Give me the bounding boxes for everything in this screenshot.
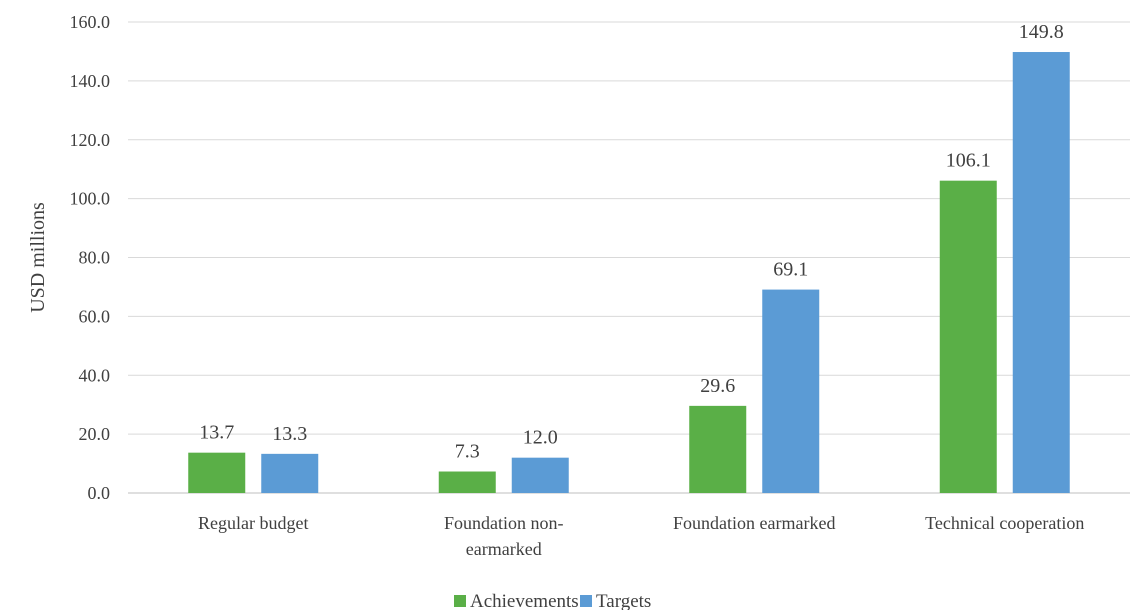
y-tick-label: 80.0	[79, 248, 111, 268]
x-category-label: Regular budget	[198, 513, 308, 533]
legend-swatch-achievements	[454, 595, 466, 607]
x-category-label: Technical cooperation	[925, 513, 1084, 533]
x-category-label: Foundation non-	[444, 513, 564, 533]
bar-achievements	[438, 471, 496, 493]
x-axis-categories: Regular budget Foundation non-earmarked Fo…	[198, 513, 1084, 559]
data-label: 106.1	[946, 150, 991, 172]
y-tick-label: 20.0	[79, 424, 111, 444]
data-labels: 13.7 13.3 7.3 12.0 29.6 69.1 106.1 149.8	[199, 21, 1064, 462]
y-tick-label: 120.0	[70, 130, 111, 150]
bar-targets	[762, 289, 820, 493]
y-tick-label: 140.0	[70, 71, 111, 91]
legend-swatch-targets	[580, 595, 592, 607]
bar-targets	[261, 453, 319, 493]
bars	[188, 52, 1070, 494]
bar-achievements	[939, 180, 997, 493]
y-tick-label: 40.0	[79, 365, 111, 385]
x-category-label: earmarked	[466, 539, 542, 559]
data-label: 69.1	[773, 259, 808, 281]
data-label: 13.3	[272, 423, 307, 445]
bar-achievements	[689, 405, 747, 493]
x-category-label: Foundation earmarked	[673, 513, 835, 533]
y-tick-label: 0.0	[88, 483, 111, 503]
y-axis-ticks: 0.0 20.0 40.0 60.0 80.0 100.0 120.0 140.0 160.0	[70, 12, 111, 503]
bar-targets	[1012, 52, 1070, 494]
y-tick-label: 160.0	[70, 12, 111, 32]
data-label: 149.8	[1019, 21, 1064, 43]
data-label: 13.7	[199, 422, 234, 444]
bar-achievements	[188, 452, 246, 493]
data-label: 7.3	[455, 441, 480, 463]
legend-label-targets: Targets	[596, 591, 651, 610]
y-axis-title: USD millions	[27, 202, 49, 313]
gridlines	[128, 21, 1130, 494]
data-label: 29.6	[700, 375, 735, 397]
legend-label-achievements: Achievements	[470, 591, 579, 610]
y-tick-label: 60.0	[79, 306, 111, 326]
bar-targets	[511, 457, 569, 493]
data-label: 12.0	[523, 427, 558, 449]
y-tick-label: 100.0	[70, 189, 111, 209]
legend: Achievements Targets	[454, 591, 651, 610]
